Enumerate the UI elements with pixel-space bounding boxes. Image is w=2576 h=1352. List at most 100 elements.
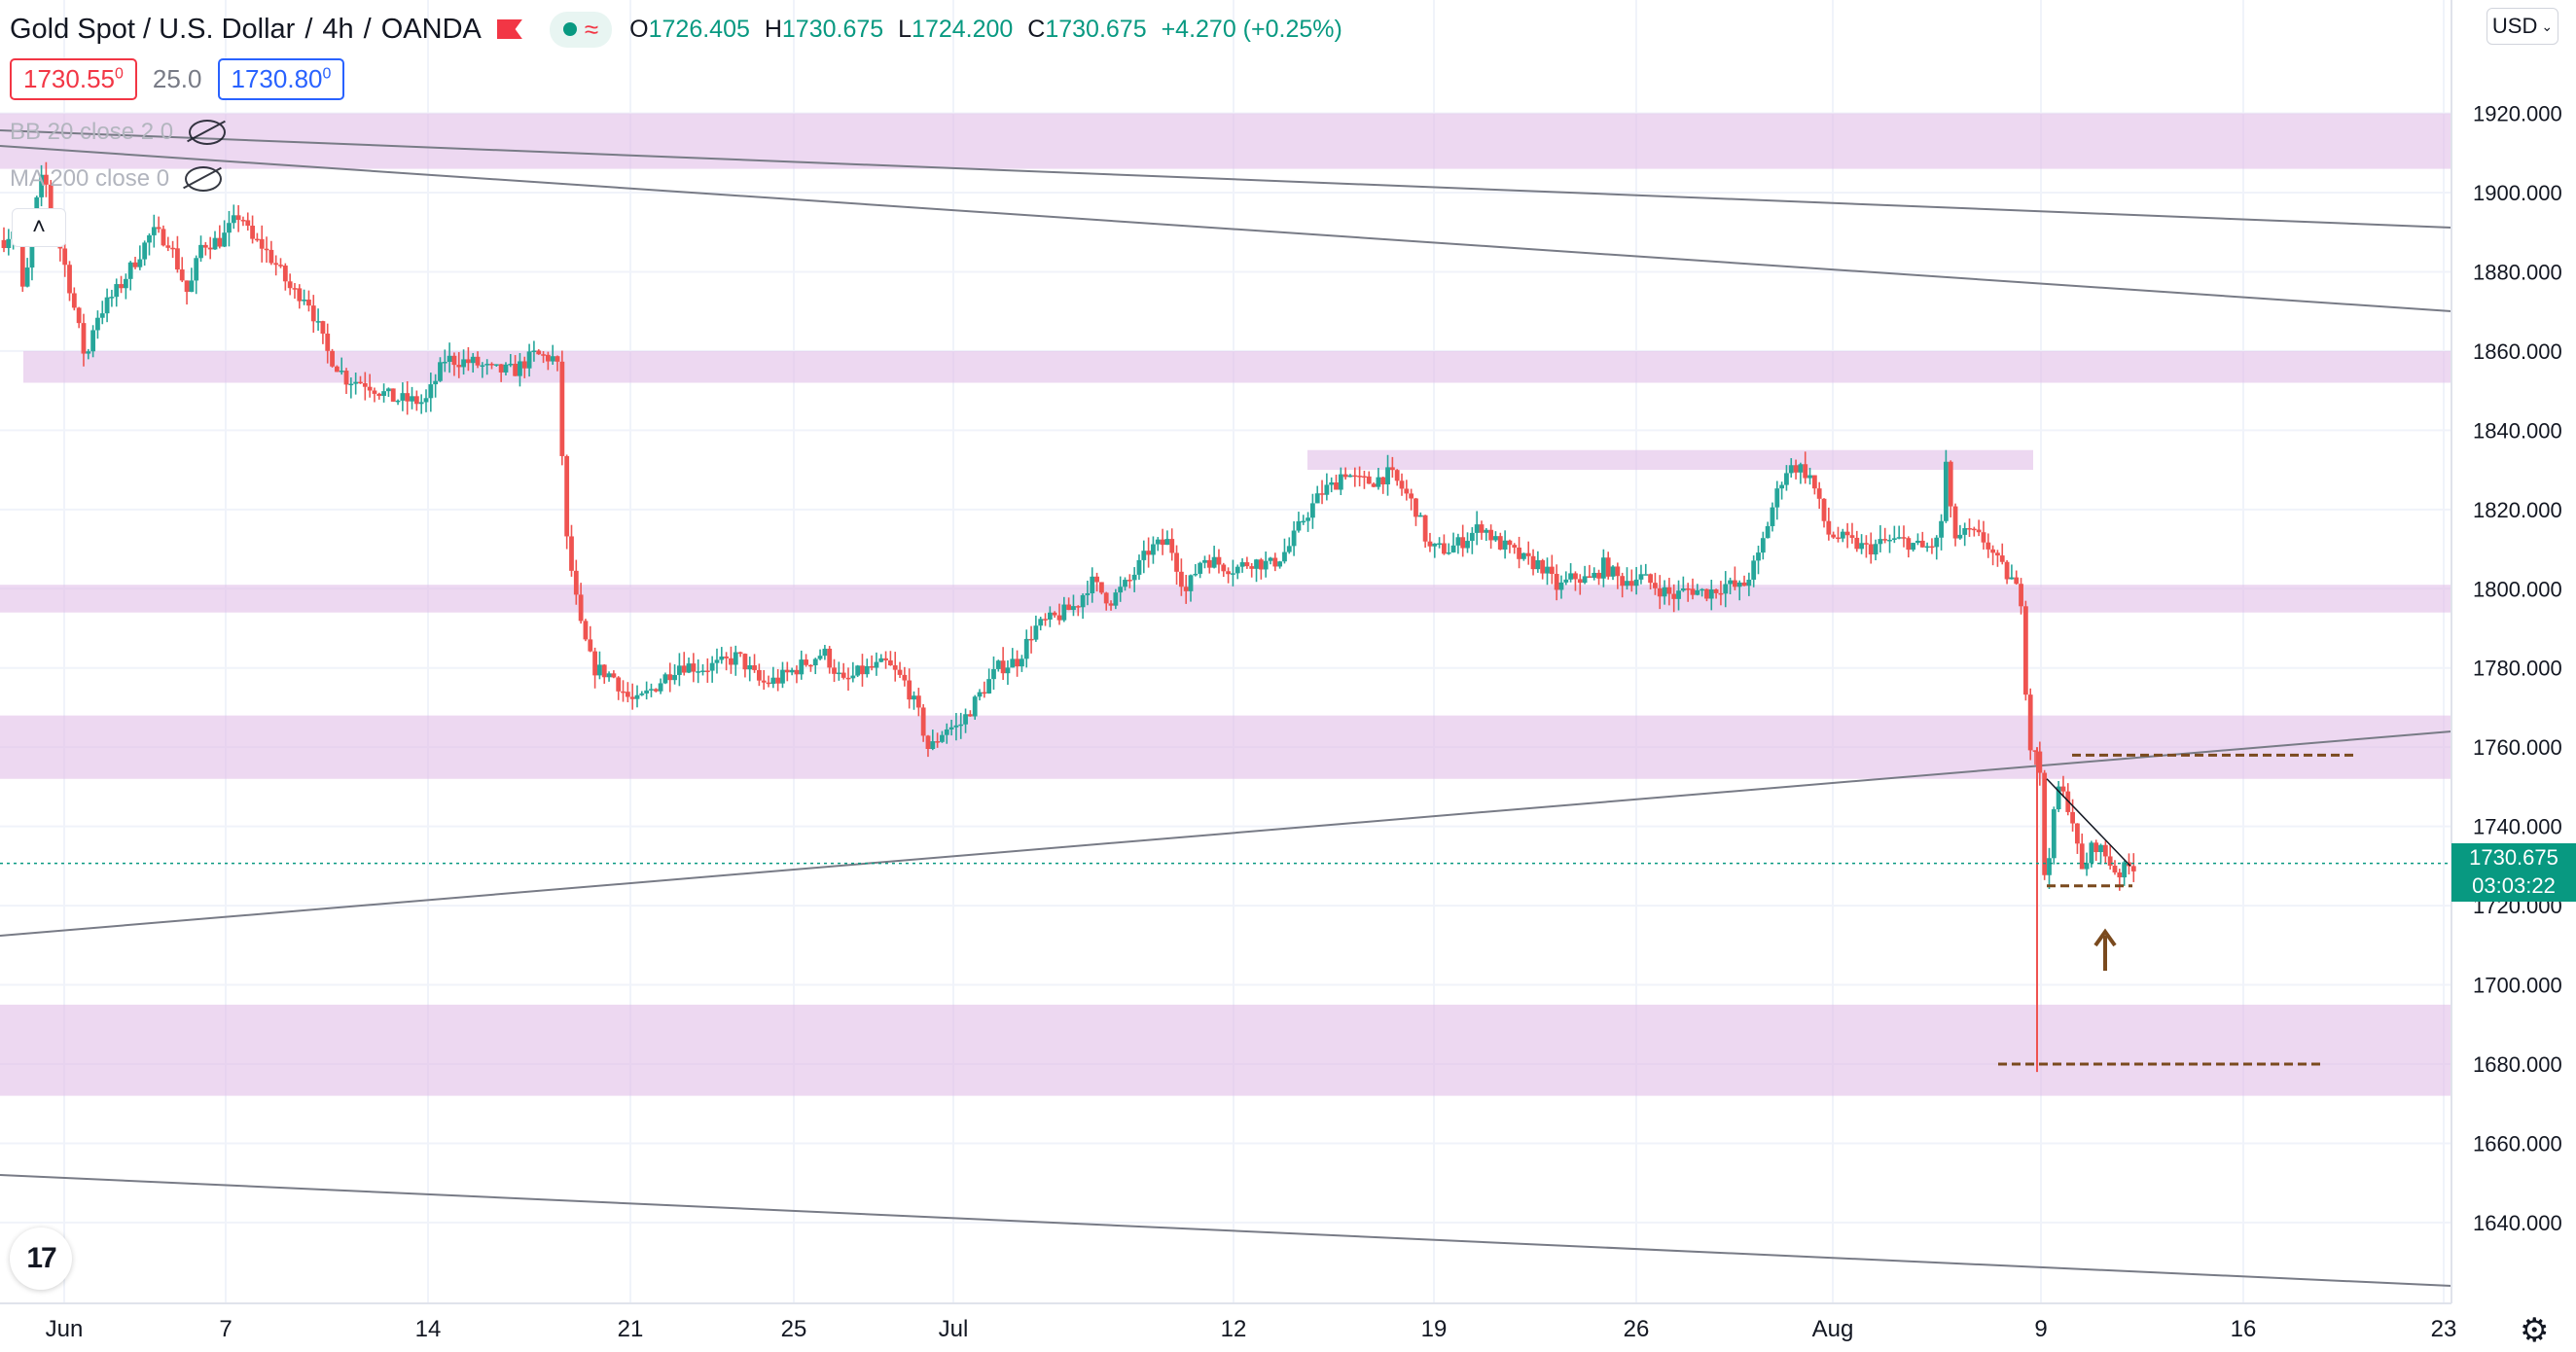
candle-body bbox=[198, 244, 203, 259]
hidden-eye-icon[interactable] bbox=[185, 166, 223, 192]
candle-body bbox=[147, 234, 152, 243]
candle-body bbox=[822, 648, 828, 657]
candle-body bbox=[127, 262, 133, 279]
sell-button[interactable]: 1730.550 bbox=[10, 58, 137, 100]
candle-body bbox=[1976, 529, 1982, 533]
hidden-eye-icon[interactable] bbox=[189, 120, 227, 145]
candle-body bbox=[780, 669, 785, 684]
time-tick-label: 21 bbox=[618, 1316, 644, 1342]
candle-body bbox=[1600, 557, 1606, 579]
candle-body bbox=[1685, 588, 1691, 590]
candle-body bbox=[948, 727, 954, 729]
candle-body bbox=[1952, 506, 1958, 539]
candle-body bbox=[799, 659, 805, 675]
candle-body bbox=[1662, 587, 1667, 597]
trend-line[interactable] bbox=[2046, 778, 2131, 867]
chart-header: Gold Spot / U.S. Dollar / 4h / OANDA ≈ O… bbox=[10, 8, 1350, 51]
candle-body bbox=[1404, 488, 1410, 494]
candle-body bbox=[676, 665, 682, 675]
candle-body bbox=[1779, 484, 1785, 489]
candle-body bbox=[442, 361, 447, 364]
indicator-bb[interactable]: BB 20 close 2 0 bbox=[10, 119, 227, 146]
candle-body bbox=[1653, 583, 1658, 588]
symbol-title[interactable]: Gold Spot / U.S. Dollar bbox=[10, 13, 296, 45]
candle-body bbox=[2075, 823, 2080, 844]
candle-body bbox=[639, 693, 645, 695]
candle-body bbox=[1657, 587, 1663, 597]
candle-body bbox=[1080, 594, 1086, 608]
candle-body bbox=[1849, 535, 1855, 538]
sr-zone[interactable] bbox=[23, 350, 2451, 383]
candle-body bbox=[1967, 527, 1972, 530]
candle-body bbox=[766, 682, 771, 685]
candle-body bbox=[235, 215, 241, 221]
tradingview-logo[interactable]: 17 bbox=[10, 1227, 72, 1290]
candle-body bbox=[653, 689, 659, 692]
candle-body bbox=[1558, 582, 1564, 590]
indicator-ma[interactable]: MA 200 close 0 bbox=[10, 165, 223, 193]
candle-body bbox=[967, 714, 973, 717]
candle-body bbox=[719, 656, 725, 660]
buy-button[interactable]: 1730.800 bbox=[217, 58, 345, 100]
candle-body bbox=[1999, 555, 2005, 562]
candle-body bbox=[1525, 552, 1531, 556]
sr-zone[interactable] bbox=[0, 113, 2451, 169]
candle-body bbox=[1962, 527, 1968, 535]
market-status-pill[interactable]: ≈ bbox=[549, 11, 613, 48]
candle-body bbox=[1221, 564, 1227, 572]
candle-body bbox=[1234, 566, 1240, 574]
collapse-legend-button[interactable]: ˄ bbox=[12, 208, 66, 247]
trend-line[interactable] bbox=[0, 145, 2452, 312]
sr-zone[interactable] bbox=[0, 715, 2451, 779]
candle-body bbox=[629, 696, 635, 699]
trend-line[interactable] bbox=[0, 730, 2452, 937]
candle-body bbox=[804, 659, 808, 665]
candle-body bbox=[541, 354, 546, 356]
candle-body bbox=[583, 621, 589, 640]
candle-body bbox=[315, 321, 321, 323]
candle-body bbox=[845, 677, 851, 680]
candle-body bbox=[944, 729, 949, 735]
sr-zone[interactable] bbox=[0, 1004, 2451, 1096]
time-tick-label: 12 bbox=[1221, 1316, 1247, 1342]
sr-zone[interactable] bbox=[0, 585, 2451, 613]
currency-selector[interactable]: USD ⌄ bbox=[2487, 8, 2558, 45]
candle-body bbox=[696, 671, 701, 673]
candle-body bbox=[413, 396, 419, 405]
candle-body bbox=[1732, 580, 1737, 587]
candle-body bbox=[2070, 811, 2075, 824]
candle-body bbox=[2022, 606, 2028, 695]
trend-line[interactable] bbox=[0, 129, 2452, 229]
candle-body bbox=[151, 227, 157, 235]
candle-body bbox=[1098, 582, 1104, 593]
candle-body bbox=[367, 386, 373, 391]
settings-gear-icon[interactable]: ⚙ bbox=[2520, 1312, 2550, 1349]
trend-line[interactable] bbox=[0, 1174, 2452, 1287]
candle-body bbox=[1573, 573, 1578, 580]
candle-body bbox=[2051, 809, 2057, 859]
candle-body bbox=[132, 262, 138, 267]
candle-body bbox=[1497, 536, 1503, 550]
candle-body bbox=[1010, 658, 1016, 668]
candle-body bbox=[2084, 863, 2090, 870]
candle-body bbox=[330, 350, 335, 367]
candle-body bbox=[1488, 529, 1494, 541]
candle-body bbox=[320, 321, 326, 334]
candle-body bbox=[1151, 544, 1156, 555]
interval-label[interactable]: 4h bbox=[322, 13, 354, 45]
candle-body bbox=[1314, 493, 1320, 504]
sr-zone[interactable] bbox=[1307, 449, 2033, 471]
candle-body bbox=[170, 247, 175, 250]
candle-body bbox=[1249, 566, 1255, 569]
candle-body bbox=[376, 393, 382, 397]
candle-body bbox=[1596, 572, 1601, 579]
candle-body bbox=[681, 665, 687, 673]
candle-body bbox=[1981, 532, 1986, 543]
candle-body bbox=[1268, 557, 1273, 561]
candle-body bbox=[372, 390, 377, 394]
candle-body bbox=[1549, 566, 1555, 575]
candle-body bbox=[1094, 576, 1099, 583]
flag-icon bbox=[496, 19, 522, 39]
candle-body bbox=[700, 670, 705, 672]
